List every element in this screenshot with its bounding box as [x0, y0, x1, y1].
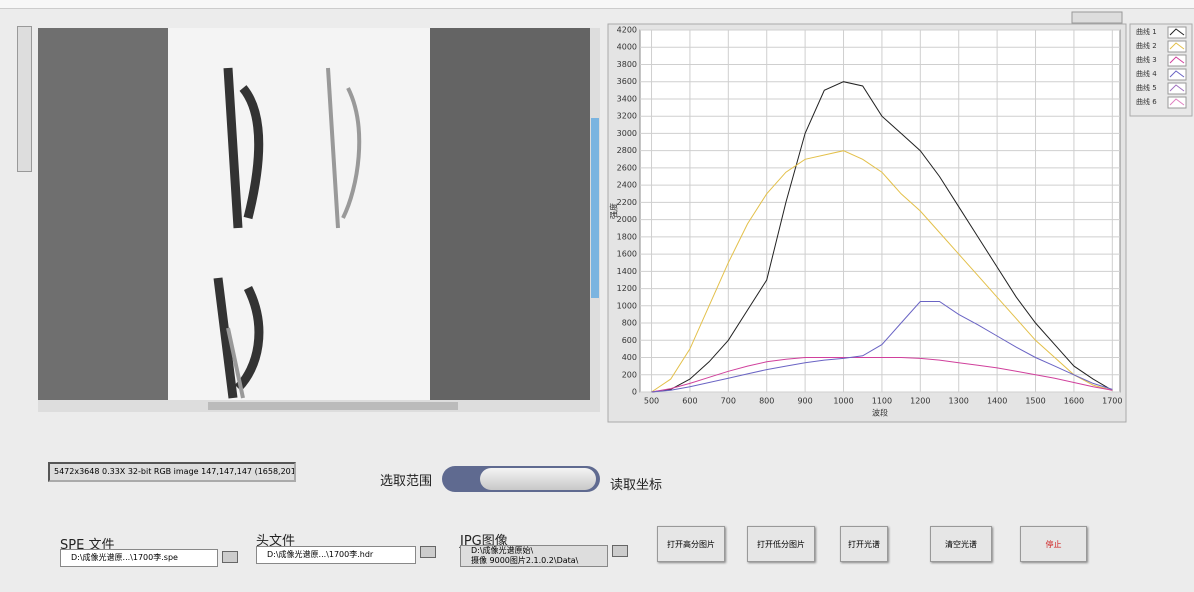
y-tick-label: 1600 [617, 250, 637, 259]
y-axis-label: 强度 [609, 203, 619, 219]
y-tick-label: 3200 [617, 112, 637, 121]
image-panel [38, 28, 600, 412]
x-axis-label: 波段 [872, 408, 888, 418]
series-line [651, 81, 1113, 393]
spectrum-chart: 0 200 400 600 800 1000 1200 1400 1600 1800 2000 220… [607, 11, 1193, 423]
y-tick-label: 2600 [617, 163, 637, 172]
y-tick-label: 3000 [617, 129, 637, 138]
y-tick-label: 600 [622, 336, 637, 345]
legend-icon [1169, 98, 1185, 106]
hdr-path[interactable]: D:\成像光谱原...\1700李.hdr [256, 546, 416, 564]
title-bar [0, 0, 1194, 9]
x-tick-label: 600 [682, 397, 697, 406]
x-tick-label: 1000 [833, 397, 853, 406]
y-tick-label: 3600 [617, 77, 637, 86]
y-tick-label: 400 [622, 353, 637, 362]
toggle-right-label: 读取坐标 [610, 478, 663, 493]
legend-swatch [1167, 54, 1187, 67]
spe-path[interactable]: D:\成像光谱原...\1700李.spe [60, 549, 218, 567]
y-tick-label: 2800 [617, 146, 637, 155]
y-tick-label: 4200 [617, 26, 637, 35]
x-tick-label: 700 [721, 397, 736, 406]
series-line [651, 301, 1113, 393]
y-tick-label: 2000 [617, 215, 637, 224]
mode-toggle[interactable] [442, 466, 600, 492]
x-tick-label: 1200 [910, 397, 930, 406]
jpg-path[interactable]: D:\成像光谱原始\ 摄像 9000图片2.1.0.2\Data\ [460, 545, 608, 567]
legend-icon [1169, 70, 1185, 78]
x-tick-label: 1500 [1025, 397, 1045, 406]
browse-button[interactable] [420, 546, 436, 558]
legend-label: 曲线 1 [1136, 27, 1157, 36]
y-tick-label: 2400 [617, 181, 637, 190]
y-tick-label: 4000 [617, 43, 637, 52]
action-button[interactable]: 打开光谱 [840, 526, 888, 562]
legend-swatch [1167, 26, 1187, 39]
legend-label: 曲线 6 [1136, 97, 1157, 106]
x-tick-label: 1100 [872, 397, 892, 406]
y-tick-label: 200 [622, 370, 637, 379]
legend-icon [1169, 28, 1185, 36]
y-tick-label: 3400 [617, 94, 637, 103]
legend-label: 曲线 4 [1136, 69, 1157, 78]
action-button[interactable]: 停止 [1020, 526, 1087, 562]
y-tick-label: 3800 [617, 60, 637, 69]
action-button[interactable]: 清空光谱 [930, 526, 992, 562]
y-tick-label: 1200 [617, 284, 637, 293]
legend-swatch [1167, 82, 1187, 95]
action-button[interactable]: 打开高分图片 [657, 526, 725, 562]
x-tick-label: 1400 [987, 397, 1007, 406]
legend-swatch [1167, 68, 1187, 81]
toggle-knob[interactable] [480, 468, 596, 490]
x-tick-label: 500 [644, 397, 659, 406]
x-tick-label: 800 [759, 397, 774, 406]
legend-swatch [1167, 40, 1187, 53]
legend-icon [1169, 42, 1185, 50]
browse-button[interactable] [612, 545, 628, 557]
x-tick-label: 1700 [1102, 397, 1122, 406]
legend-icon [1169, 56, 1185, 64]
legend-swatch [1167, 96, 1187, 109]
y-tick-label: 800 [622, 319, 637, 328]
action-button[interactable]: 打开低分图片 [747, 526, 815, 562]
y-tick-label: 1800 [617, 232, 637, 241]
tool-palette[interactable] [17, 26, 32, 172]
series-line [651, 150, 1113, 393]
hdr-label: 头文件 [256, 534, 296, 549]
toggle-left-label: 选取范围 [380, 474, 433, 489]
legend-label: 曲线 5 [1136, 83, 1157, 92]
status-box: 5472x3648 0.33X 32-bit RGB image 147,147… [48, 462, 296, 482]
legend-icon [1169, 84, 1185, 92]
x-tick-label: 1300 [949, 397, 969, 406]
y-tick-label: 1000 [617, 301, 637, 310]
y-tick-label: 0 [632, 388, 637, 397]
jpg-path-line: 摄像 9000图片2.1.0.2\Data\ [471, 556, 579, 565]
legend-label: 曲线 3 [1136, 55, 1157, 64]
series-line [651, 357, 1113, 393]
y-tick-label: 1400 [617, 267, 637, 276]
y-tick-label: 2200 [617, 198, 637, 207]
jpg-path-line: D:\成像光谱原始\ [471, 546, 534, 555]
x-tick-label: 1600 [1064, 397, 1084, 406]
x-tick-label: 900 [797, 397, 812, 406]
browse-button[interactable] [222, 551, 238, 563]
legend-label: 曲线 2 [1136, 41, 1157, 50]
